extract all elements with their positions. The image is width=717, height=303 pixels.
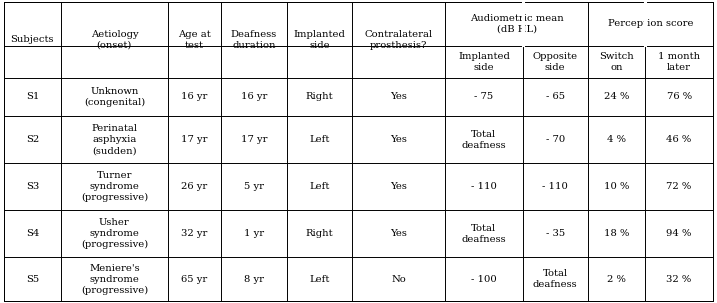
Text: Right: Right bbox=[305, 92, 333, 102]
Text: - 35: - 35 bbox=[546, 229, 565, 238]
Text: Turner
syndrome
(progressive): Turner syndrome (progressive) bbox=[81, 171, 148, 202]
Text: Switch
on: Switch on bbox=[599, 52, 634, 72]
Text: Yes: Yes bbox=[390, 92, 407, 102]
Text: 32 yr: 32 yr bbox=[181, 229, 208, 238]
Text: - 100: - 100 bbox=[471, 275, 497, 284]
Text: 32 %: 32 % bbox=[667, 275, 692, 284]
Text: - 65: - 65 bbox=[546, 92, 565, 102]
Text: - 110: - 110 bbox=[542, 182, 568, 191]
Text: 76 %: 76 % bbox=[667, 92, 692, 102]
Text: Deafness
duration: Deafness duration bbox=[231, 30, 277, 50]
Text: 46 %: 46 % bbox=[667, 135, 692, 144]
Text: 72 %: 72 % bbox=[667, 182, 692, 191]
Text: S1: S1 bbox=[26, 92, 39, 102]
Text: S5: S5 bbox=[26, 275, 39, 284]
Text: 8 yr: 8 yr bbox=[244, 275, 264, 284]
Text: - 110: - 110 bbox=[471, 182, 497, 191]
Text: Total
deafness: Total deafness bbox=[533, 269, 578, 289]
Text: S4: S4 bbox=[26, 229, 39, 238]
Text: 65 yr: 65 yr bbox=[181, 275, 208, 284]
Text: S2: S2 bbox=[26, 135, 39, 144]
Text: Right: Right bbox=[305, 229, 333, 238]
Text: 4 %: 4 % bbox=[607, 135, 626, 144]
Text: No: No bbox=[391, 275, 406, 284]
Text: - 70: - 70 bbox=[546, 135, 565, 144]
Text: Left: Left bbox=[309, 275, 330, 284]
Text: 17 yr: 17 yr bbox=[181, 135, 208, 144]
Text: Audiometric mean
(dB HL): Audiometric mean (dB HL) bbox=[470, 14, 564, 34]
Text: 2 %: 2 % bbox=[607, 275, 626, 284]
Text: Subjects: Subjects bbox=[11, 35, 54, 44]
Text: 18 %: 18 % bbox=[604, 229, 629, 238]
Text: 94 %: 94 % bbox=[666, 229, 692, 238]
Text: Yes: Yes bbox=[390, 135, 407, 144]
Text: S3: S3 bbox=[26, 182, 39, 191]
Text: Unknown
(congenital): Unknown (congenital) bbox=[84, 87, 145, 107]
Text: Meniere's
syndrome
(progressive): Meniere's syndrome (progressive) bbox=[81, 264, 148, 295]
Text: Total
deafness: Total deafness bbox=[462, 224, 506, 244]
Text: Perception score: Perception score bbox=[608, 19, 693, 28]
Text: Yes: Yes bbox=[390, 229, 407, 238]
Text: 24 %: 24 % bbox=[604, 92, 629, 102]
Text: 5 yr: 5 yr bbox=[244, 182, 264, 191]
Text: 1 month
later: 1 month later bbox=[658, 52, 701, 72]
Text: Usher
syndrome
(progressive): Usher syndrome (progressive) bbox=[81, 218, 148, 249]
Text: 26 yr: 26 yr bbox=[181, 182, 208, 191]
Text: Implanted
side: Implanted side bbox=[293, 30, 346, 50]
Text: Yes: Yes bbox=[390, 182, 407, 191]
Text: Contralateral
prosthesis?: Contralateral prosthesis? bbox=[365, 30, 433, 50]
Text: Implanted
side: Implanted side bbox=[458, 52, 510, 72]
Text: 1 yr: 1 yr bbox=[244, 229, 264, 238]
Text: - 75: - 75 bbox=[474, 92, 493, 102]
Text: Total
deafness: Total deafness bbox=[462, 129, 506, 150]
Text: Aetiology
(onset): Aetiology (onset) bbox=[90, 30, 138, 50]
Text: Opposite
side: Opposite side bbox=[533, 52, 578, 72]
Text: 17 yr: 17 yr bbox=[241, 135, 267, 144]
Text: 10 %: 10 % bbox=[604, 182, 629, 191]
Text: 16 yr: 16 yr bbox=[181, 92, 208, 102]
Text: Perinatal
asphyxia
(sudden): Perinatal asphyxia (sudden) bbox=[91, 124, 138, 155]
Text: 16 yr: 16 yr bbox=[241, 92, 267, 102]
Text: Age at
test: Age at test bbox=[178, 30, 211, 50]
Text: Left: Left bbox=[309, 135, 330, 144]
Text: Left: Left bbox=[309, 182, 330, 191]
